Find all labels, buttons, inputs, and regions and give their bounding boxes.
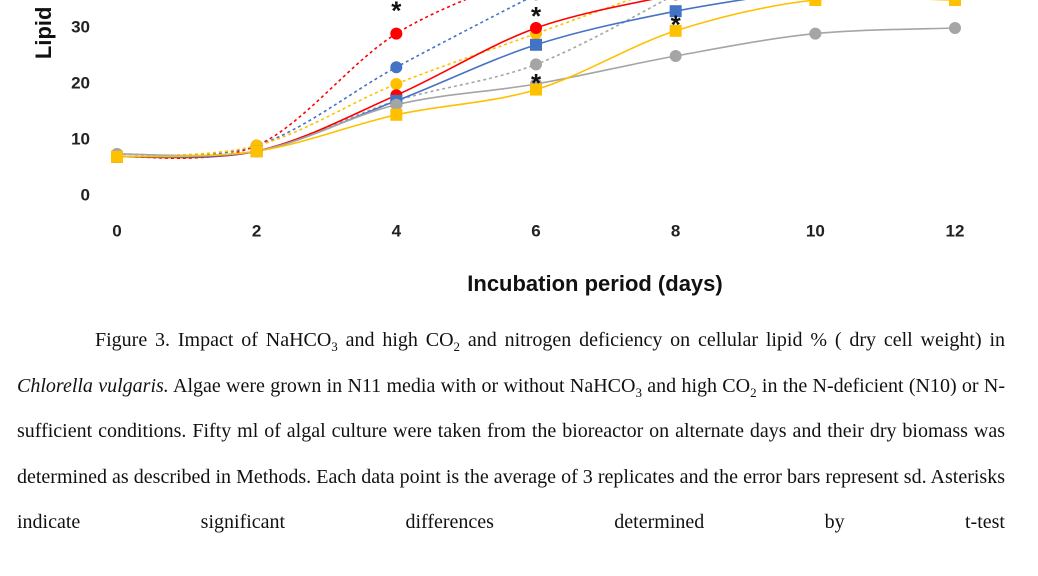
figure-caption: Figure 3. Impact of NaHCO3 and high CO2 … xyxy=(17,318,1005,546)
x-tick-label: 6 xyxy=(531,221,540,240)
x-tick-label: 4 xyxy=(392,221,402,240)
caption-run: Chlorella vulgaris. xyxy=(17,374,169,397)
x-tick-label: 10 xyxy=(806,221,825,240)
y-tick-label: 30 xyxy=(71,17,90,36)
series-line xyxy=(116,0,527,158)
annotation: * xyxy=(531,68,542,98)
marker xyxy=(390,61,403,74)
caption-run: 2 xyxy=(750,384,757,400)
chart: Incubation period (days) Lipid % 0102030… xyxy=(31,0,965,296)
marker xyxy=(809,27,822,40)
marker xyxy=(530,83,542,96)
marker xyxy=(250,145,263,158)
caption-run: in the N-deficient (N10) or N-sufficient… xyxy=(17,374,1005,534)
caption-run: and high CO xyxy=(337,329,454,351)
annotation: * xyxy=(391,0,402,25)
marker xyxy=(111,150,123,163)
marker xyxy=(530,38,542,51)
y-tick-label: 10 xyxy=(71,129,90,148)
caption-run: Algae were grown in N11 media with or wi… xyxy=(168,374,636,397)
x-tick-label: 2 xyxy=(252,221,261,240)
marker xyxy=(390,98,403,111)
caption-run: 2 xyxy=(453,339,461,354)
marker xyxy=(390,78,403,90)
y-axis-title: Lipid % xyxy=(31,0,56,59)
caption-run: Figure 3. Impact of NaHCO xyxy=(95,329,332,351)
series-line xyxy=(116,0,746,158)
marker xyxy=(949,0,961,6)
x-tick-label: 12 xyxy=(946,221,965,240)
x-tick-label: 0 xyxy=(112,221,121,240)
x-tick-label: 8 xyxy=(671,221,680,240)
marker xyxy=(530,58,542,71)
marker xyxy=(530,22,542,34)
x-axis-title: Incubation period (days) xyxy=(467,271,722,296)
y-tick-label: 0 xyxy=(81,185,90,204)
annotation: * xyxy=(671,9,682,39)
caption-run: 3 xyxy=(331,339,338,354)
marker xyxy=(809,0,822,6)
annotation: * xyxy=(531,1,542,31)
marker xyxy=(669,5,682,18)
series-line xyxy=(116,0,632,158)
caption-run: and nitrogen deficiency on cellular lipi… xyxy=(460,329,1006,351)
marker xyxy=(949,22,961,34)
marker xyxy=(390,27,403,40)
marker xyxy=(390,108,403,121)
marker xyxy=(669,50,682,62)
caption-run: 3 xyxy=(635,384,642,400)
marker xyxy=(669,24,682,37)
y-tick-label: 20 xyxy=(71,73,90,92)
caption-run: and high CO xyxy=(641,374,751,397)
series-line xyxy=(116,0,467,159)
plot-area xyxy=(111,0,961,163)
